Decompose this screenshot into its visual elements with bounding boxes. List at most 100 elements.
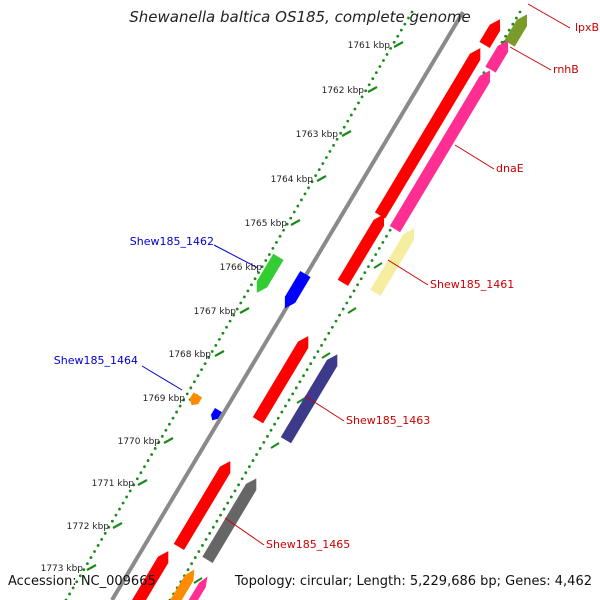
kbp-tick-label: 1766 kbp — [220, 263, 263, 273]
inner-scale-dot — [507, 28, 511, 32]
scale-dot — [307, 186, 310, 190]
inner-scale-dot — [233, 489, 237, 493]
gene-features — [132, 14, 528, 600]
scale-dot — [143, 465, 146, 469]
gene-lpxB — [504, 14, 528, 47]
inner-scale-dot — [255, 453, 258, 456]
scale-dot — [75, 580, 79, 584]
kbp-tick-label: 1771 kbp — [92, 479, 135, 489]
gene-Shew185_1462-label: Shew185_1462 — [130, 235, 214, 248]
scale-dot — [260, 265, 264, 268]
gene-dnaE-leader — [454, 144, 495, 170]
scale-dot — [110, 519, 114, 523]
inner-scale-dot — [237, 483, 240, 487]
scale-dot — [392, 40, 396, 44]
scale-dot — [310, 180, 314, 184]
inner-scale-dot — [266, 434, 269, 438]
scale-dot — [93, 550, 96, 553]
scale-dot — [175, 410, 178, 414]
scale-dot — [342, 125, 346, 129]
kbp-tick-mark — [316, 175, 327, 182]
cds-Shew185_1463 — [252, 336, 309, 424]
scale-dot — [385, 53, 389, 56]
kbp-tick-mark — [214, 350, 225, 357]
scale-dot — [214, 344, 218, 347]
scale-dot — [217, 337, 221, 341]
inner-scale-dot — [190, 562, 194, 566]
gene-Shew185_1462 — [284, 270, 311, 309]
inner-scale-dot — [244, 471, 248, 475]
scale-dot — [289, 216, 293, 220]
scale-dot — [346, 119, 350, 123]
gene-Shew185_1464-leader — [141, 365, 183, 391]
gene-Shew185_1463-label: Shew185_1463 — [346, 414, 430, 427]
scale-dot — [210, 350, 214, 353]
gene-rnhB-leader — [509, 46, 552, 71]
gene-Shew185_1464-orange — [189, 392, 203, 406]
inner-scale-dot — [251, 459, 255, 462]
scale-dot — [225, 325, 228, 329]
gene-rnhB — [485, 40, 509, 73]
scale-dot — [267, 253, 271, 256]
scale-dot — [121, 501, 125, 505]
inner-scale-dot — [330, 325, 334, 329]
inner-scale-dot — [291, 392, 295, 396]
scale-dot — [128, 489, 132, 493]
inner-scale-dot — [338, 313, 341, 317]
inner-scale-dot — [381, 240, 385, 244]
inner-scale-dot — [273, 422, 277, 426]
inner-scale-dot — [327, 331, 331, 335]
gene-Shew185_1462-leader — [213, 244, 259, 269]
kbp-tick-label: 1765 kbp — [245, 219, 288, 229]
scale-dot — [282, 228, 285, 232]
cds-next — [132, 551, 169, 600]
scale-dot — [264, 259, 268, 262]
inner-scale-dot — [388, 228, 392, 232]
inner-scale-dot — [374, 253, 378, 256]
inner-scale-dot — [201, 544, 204, 547]
inner-scale-dot — [298, 380, 302, 384]
scale-dot — [189, 386, 193, 390]
label-leaders — [141, 3, 571, 546]
inner-scale-dot — [312, 356, 316, 359]
inner-scale-dot — [229, 495, 233, 499]
inner-scale-dot — [222, 507, 226, 511]
scale-dot — [86, 562, 89, 566]
inner-scale-dot — [316, 350, 320, 353]
map-title: Shewanella baltica OS185, complete genom… — [129, 8, 471, 26]
inner-kbp-tick — [296, 397, 306, 404]
scale-dot — [135, 477, 139, 481]
inner-scale-dot — [334, 319, 338, 323]
scale-dot — [389, 46, 392, 50]
scale-dot — [353, 107, 357, 111]
inner-scale-dot — [385, 234, 388, 238]
inner-scale-dot — [269, 428, 273, 432]
scale-dot — [228, 319, 232, 323]
scale-dot — [253, 277, 257, 281]
scale-dot — [349, 113, 353, 117]
kbp-tick-label: 1769 kbp — [143, 394, 186, 404]
inner-kbp-tick — [373, 262, 383, 269]
scale-dot — [96, 544, 100, 547]
kbp-tick-mark — [393, 41, 404, 48]
inner-scale-dot — [377, 247, 381, 250]
scale-dot — [82, 568, 86, 572]
cds-Shew185_1461 — [337, 214, 385, 286]
kbp-tick-mark — [239, 307, 250, 314]
inner-scale-dot — [323, 337, 327, 341]
kbp-tick-label: 1772 kbp — [67, 522, 110, 532]
kbp-tick-label: 1768 kbp — [169, 350, 212, 360]
scale-dot — [232, 313, 236, 317]
scale-dot — [89, 556, 93, 559]
inner-scale-dot — [345, 301, 349, 305]
scale-dot — [146, 459, 150, 462]
scale-dot — [250, 283, 253, 287]
kbp-tick-mark — [367, 86, 378, 93]
scale-dot — [403, 22, 407, 26]
gene-lpxB-leader — [527, 3, 571, 29]
inner-scale-dot — [284, 404, 287, 408]
inner-scale-dot — [309, 362, 313, 365]
scale-dot — [150, 453, 154, 456]
scale-dot — [103, 531, 107, 535]
scale-dot — [374, 71, 378, 75]
